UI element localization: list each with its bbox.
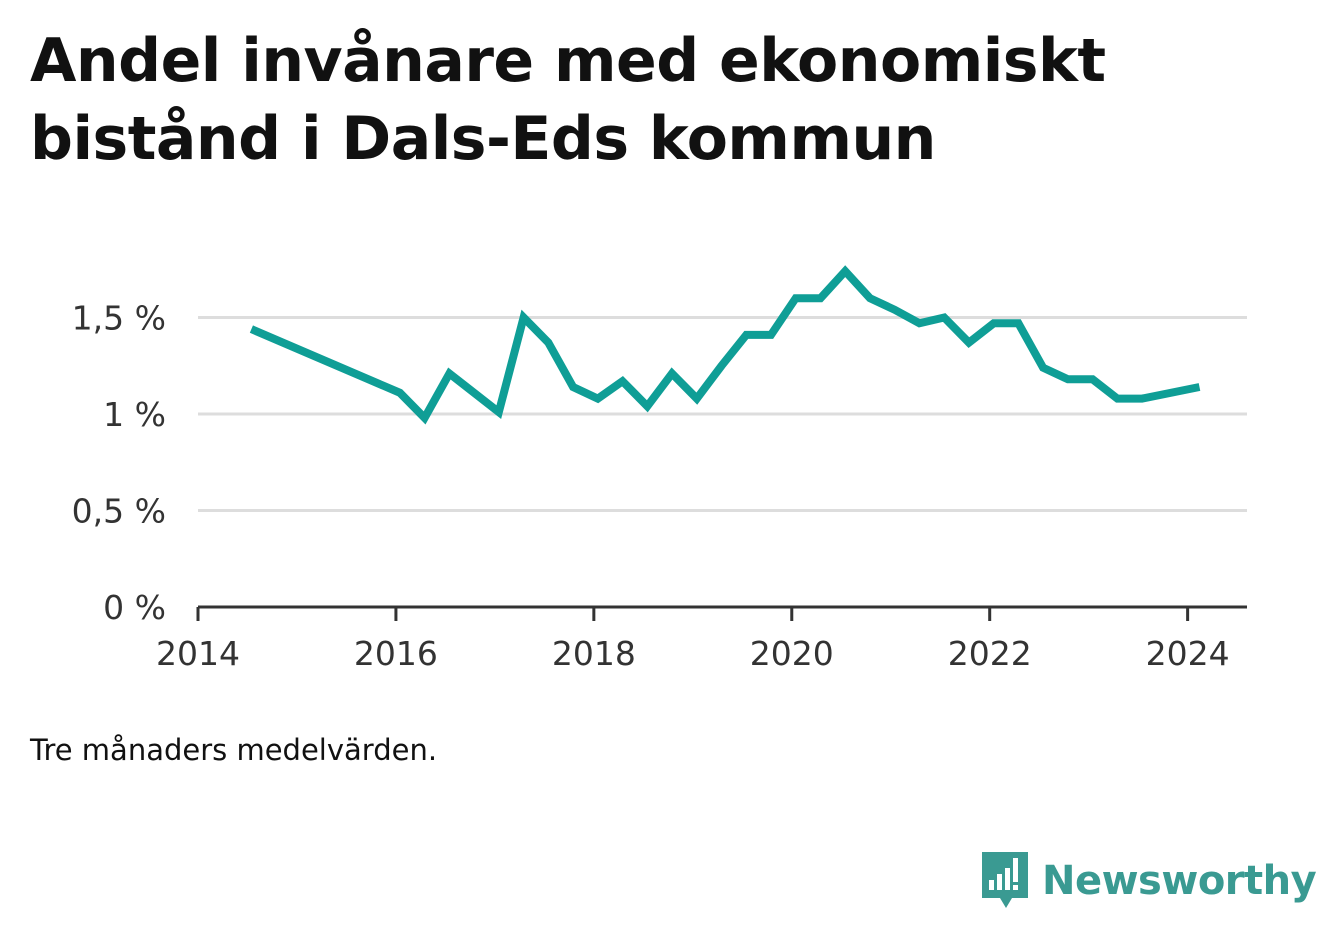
x-tick-label: 2018	[552, 634, 636, 673]
x-tick-label: 2014	[156, 634, 240, 673]
x-tick-label: 2022	[948, 634, 1032, 673]
y-tick-label: 1 %	[103, 395, 166, 434]
y-tick-label: 0,5 %	[72, 492, 166, 531]
x-tick-label: 2016	[354, 634, 438, 673]
brand-name: Newsworthy	[1042, 858, 1317, 904]
y-tick-labels: 0 % 0,5 % 1 % 1,5 %	[72, 299, 166, 627]
x-tick-labels: 2014 2016 2018 2020 2022 2024	[156, 634, 1230, 673]
x-tick-label: 2024	[1146, 634, 1230, 673]
gridlines	[198, 316, 1247, 513]
brand-logo: Newsworthy	[980, 850, 1317, 912]
chart-title: Andel invånare med ekonomiskt bistånd i …	[30, 26, 1106, 174]
newsworthy-logo-icon	[982, 852, 1028, 908]
y-tick-label: 0 %	[103, 588, 166, 627]
chart-note: Tre månaders medelvärden.	[30, 733, 438, 767]
x-axis	[196, 605, 1247, 621]
x-tick-label: 2020	[750, 634, 834, 673]
y-tick-label: 1,5 %	[72, 299, 166, 338]
series	[249, 265, 1201, 425]
series-line	[249, 265, 1201, 425]
